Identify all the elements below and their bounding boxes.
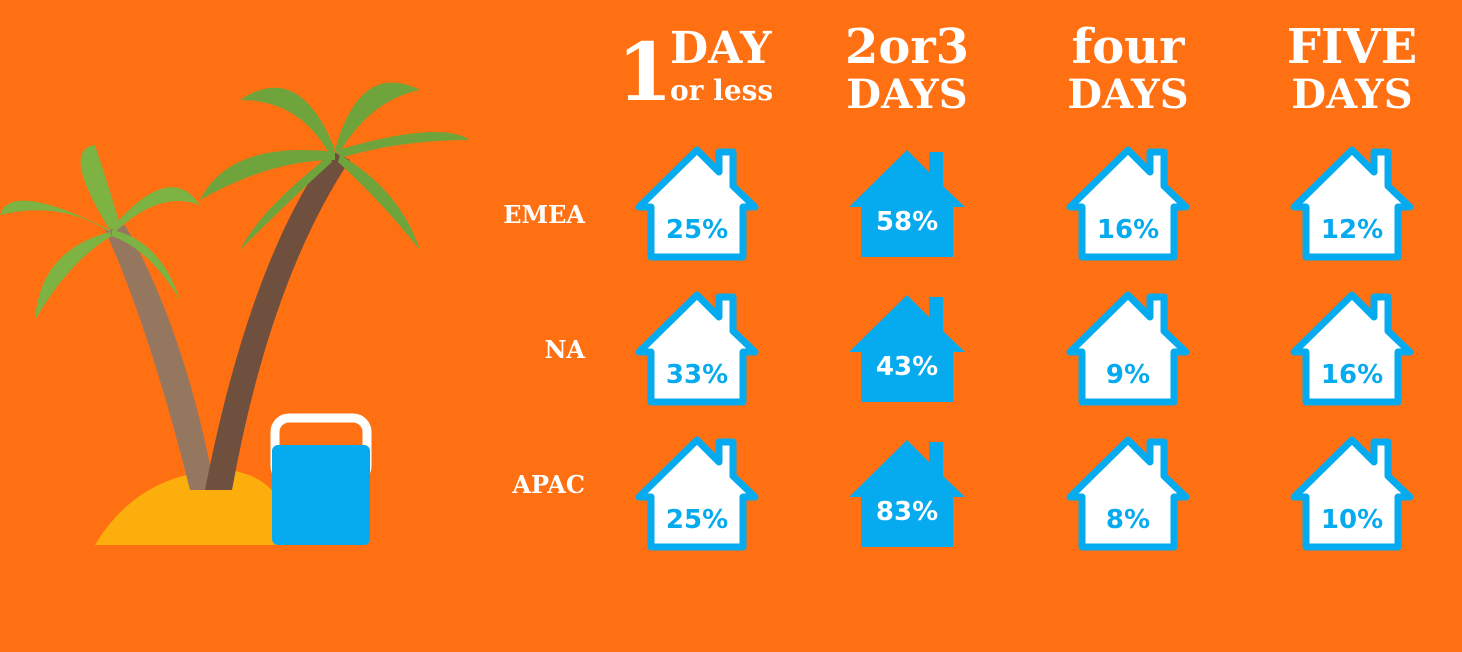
row-label: APAC — [511, 470, 585, 499]
percent: 43% — [876, 352, 938, 382]
header-unit: DAYS — [1067, 71, 1188, 118]
row-label: EMEA — [503, 200, 585, 229]
header-sub: or less — [670, 74, 773, 107]
percent: 9% — [1106, 360, 1150, 390]
percent: 25% — [666, 505, 728, 535]
header-number: 1 — [617, 25, 673, 119]
header-top: 2or3 — [845, 19, 969, 75]
percent: 33% — [666, 360, 728, 390]
percent: 16% — [1321, 360, 1383, 390]
infographic: 1DAYor less2or3DAYSfourDAYSFIVEDAYSEMEA2… — [0, 0, 1462, 652]
percent: 10% — [1321, 505, 1383, 535]
header-top: FIVE — [1287, 19, 1417, 75]
percent: 25% — [666, 215, 728, 245]
percent: 83% — [876, 497, 938, 527]
percent: 12% — [1321, 215, 1383, 245]
percent: 16% — [1097, 215, 1159, 245]
percent: 8% — [1106, 505, 1150, 535]
header-unit: DAYS — [846, 71, 967, 118]
page: 1DAYor less2or3DAYSfourDAYSFIVEDAYSEMEA2… — [0, 0, 1462, 652]
row-label: NA — [544, 335, 585, 364]
header-top: four — [1072, 19, 1186, 75]
header-unit: DAY — [670, 23, 772, 74]
percent: 58% — [876, 207, 938, 237]
header-unit: DAYS — [1291, 71, 1412, 118]
